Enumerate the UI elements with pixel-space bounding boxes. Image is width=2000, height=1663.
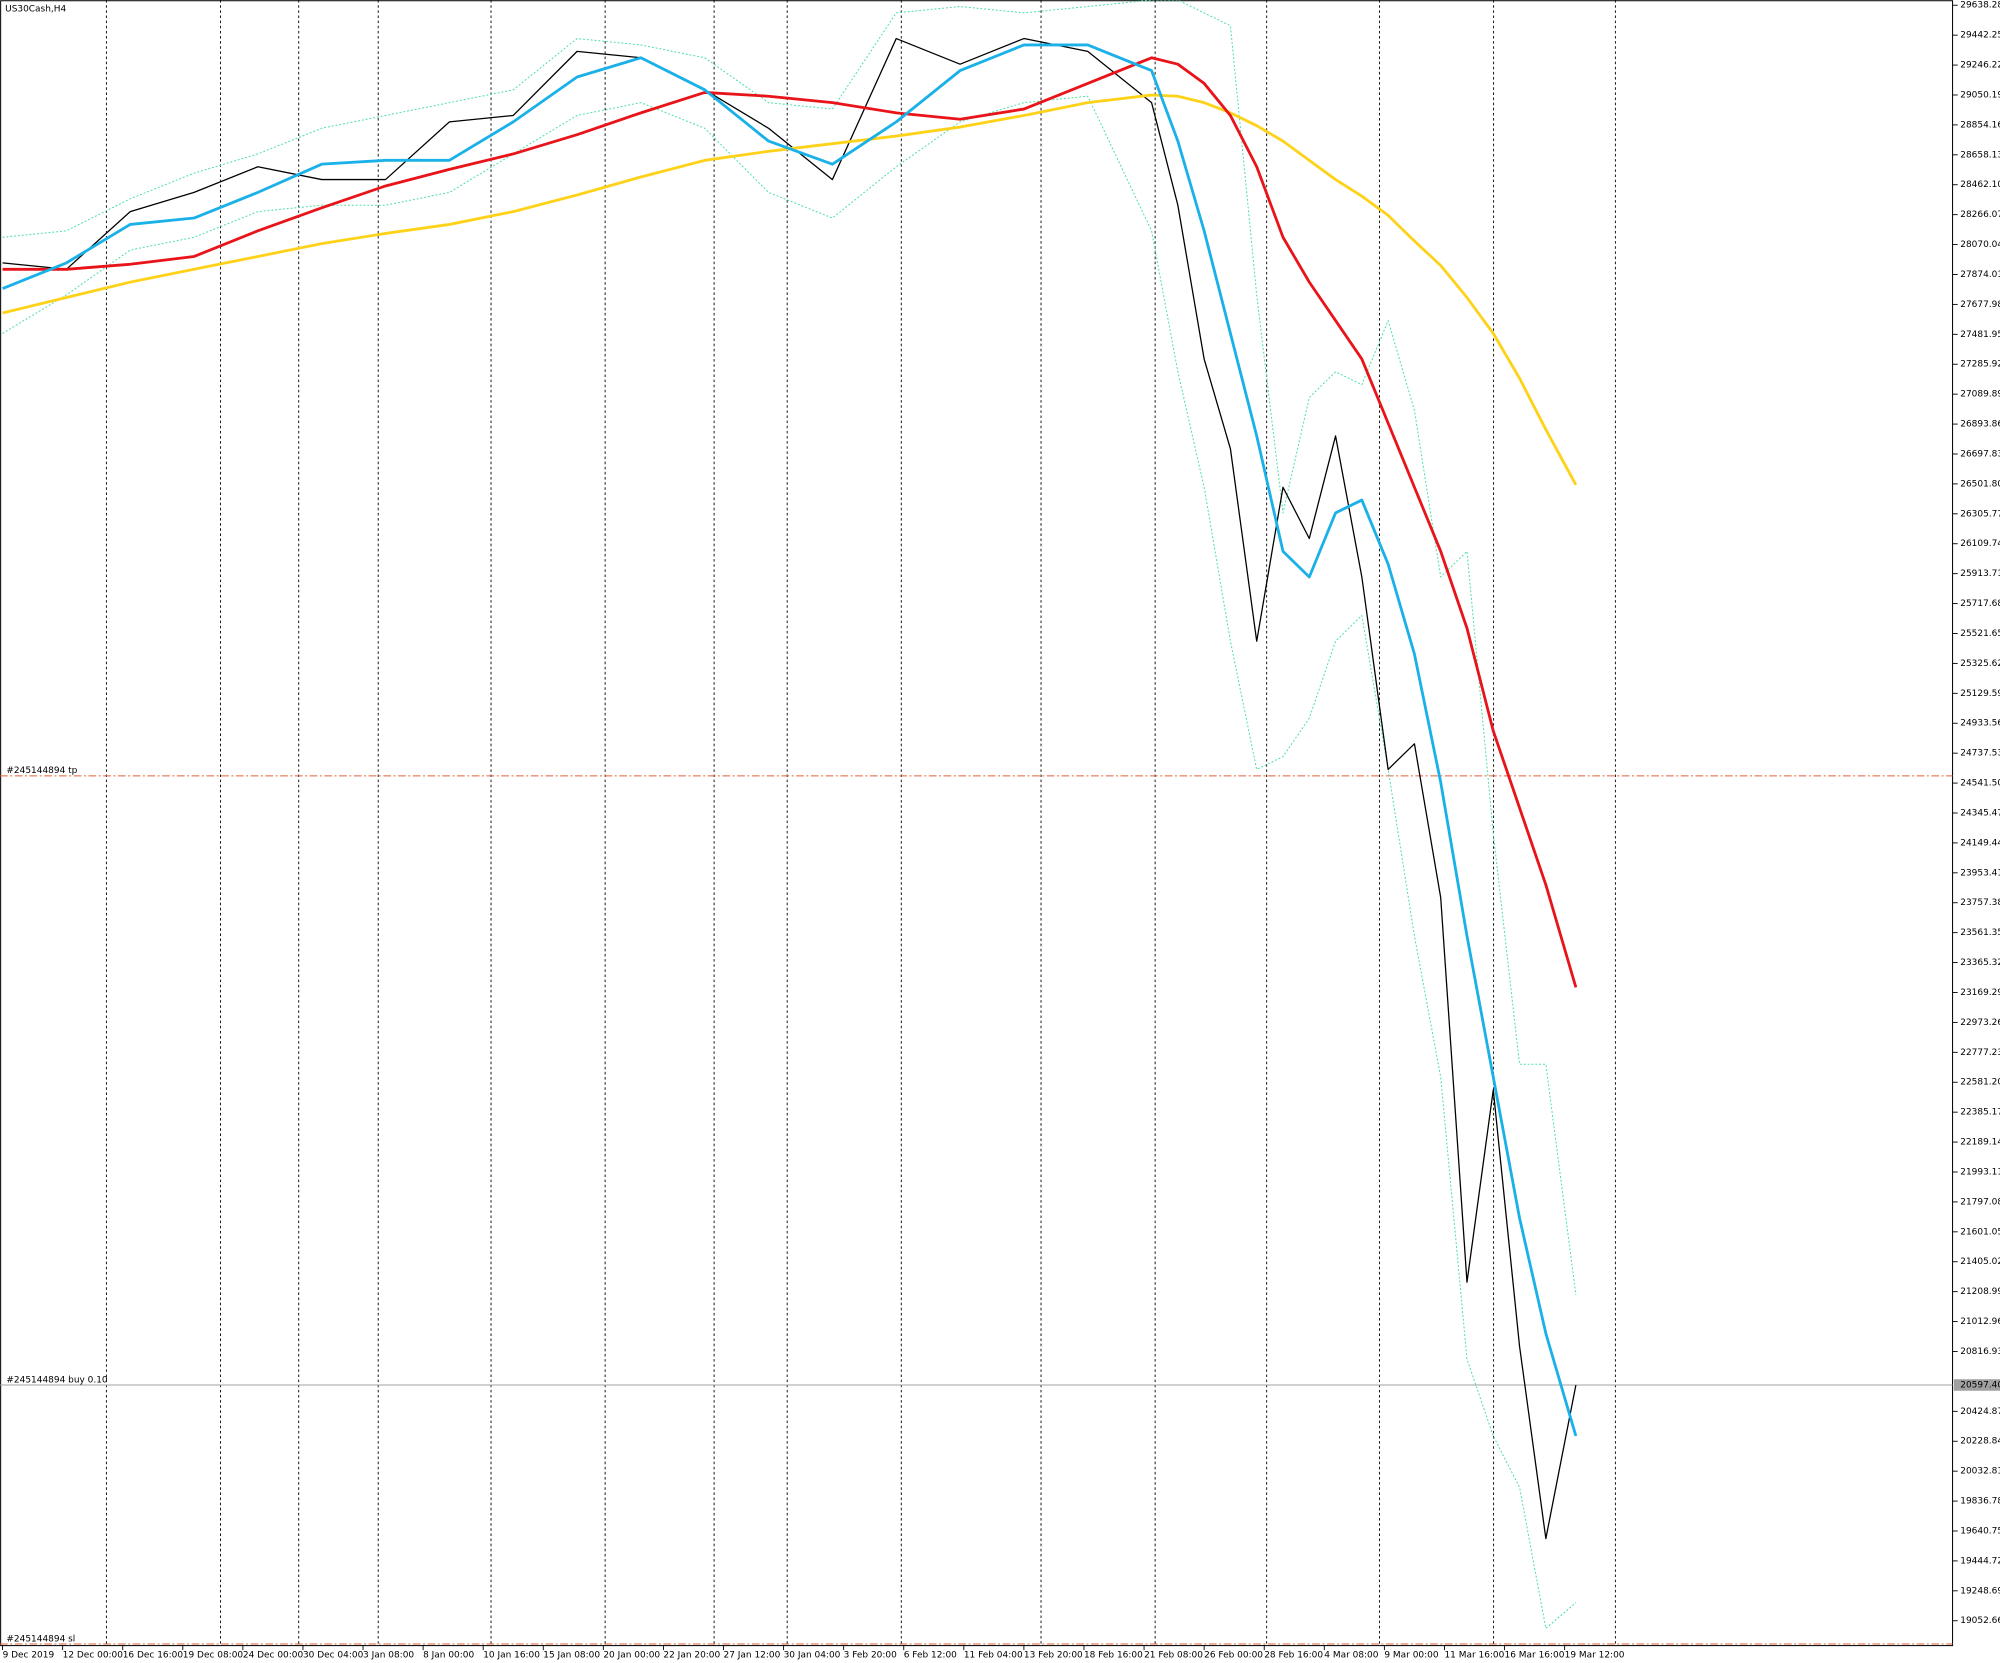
y-tick-label: 20424.87 xyxy=(1960,1407,2000,1417)
y-tick-label: 21797.08 xyxy=(1960,1197,2000,1207)
x-tick-label: 13 Feb 20:00 xyxy=(1024,1651,1083,1661)
plot-frame xyxy=(0,0,1954,1647)
x-tick-label: 8 Jan 00:00 xyxy=(423,1651,474,1661)
x-tick-label: 11 Mar 16:00 xyxy=(1444,1651,1504,1661)
y-tick-label: 25717.68 xyxy=(1960,599,2000,609)
y-tick-label: 29638.28 xyxy=(1960,1,2000,11)
x-tick-label: 16 Dec 16:00 xyxy=(123,1651,184,1661)
x-tick-label: 19 Mar 12:00 xyxy=(1565,1651,1625,1661)
y-tick-label: 22189.14 xyxy=(1960,1138,2000,1148)
y-tick-label: 27874.01 xyxy=(1960,270,2000,280)
period-separators xyxy=(105,0,1616,1645)
y-tick-label: 26697.83 xyxy=(1960,449,2000,459)
x-tick-label: 4 Mar 08:00 xyxy=(1324,1651,1378,1661)
x-tick-label: 19 Dec 08:00 xyxy=(183,1651,244,1661)
y-tick-label: 28070.04 xyxy=(1960,240,2000,250)
y-tick-label: 21601.05 xyxy=(1960,1227,2000,1237)
order-label: #245144894 tp xyxy=(6,766,77,776)
y-tick-label: 21993.11 xyxy=(1960,1167,2000,1177)
series-line xyxy=(2,37,1577,1540)
y-tick-label: 25325.62 xyxy=(1960,659,2000,669)
y-tick-label: 23953.41 xyxy=(1960,868,2000,878)
x-tick-label: 27 Jan 12:00 xyxy=(724,1651,781,1661)
y-tick-label: 19052.66 xyxy=(1960,1616,2000,1626)
y-tick-label: 20228.84 xyxy=(1960,1437,2000,1447)
y-tick-label: 19444.72 xyxy=(1960,1556,2000,1566)
y-tick-label: 23169.29 xyxy=(1960,988,2000,998)
x-tick-label: 10 Jan 16:00 xyxy=(483,1651,540,1661)
y-tick-label: 24149.44 xyxy=(1960,838,2000,848)
x-tick-label: 22 Jan 20:00 xyxy=(663,1651,720,1661)
y-tick-label: 20032.81 xyxy=(1960,1467,2000,1477)
y-tick-label: 19248.69 xyxy=(1960,1586,2000,1596)
series-line xyxy=(2,0,1577,1296)
y-tick-label: 28266.07 xyxy=(1960,210,2000,220)
x-tick-label: 26 Feb 00:00 xyxy=(1204,1651,1263,1661)
series-line xyxy=(2,56,1578,988)
x-tick-label: 28 Feb 16:00 xyxy=(1264,1651,1323,1661)
y-tick-label: 27481.95 xyxy=(1960,330,2000,340)
price-label-box xyxy=(1953,1379,2000,1391)
chart-title: US30Cash,H4 xyxy=(5,5,66,15)
y-tick-label: 24541.50 xyxy=(1960,779,2000,789)
x-tick-label: 30 Dec 04:00 xyxy=(303,1651,364,1661)
x-tick-label: 9 Dec 2019 xyxy=(3,1651,55,1661)
y-tick-label: 27285.92 xyxy=(1960,360,2000,370)
x-tick-label: 3 Feb 20:00 xyxy=(844,1651,897,1661)
x-tick-label: 3 Jan 08:00 xyxy=(363,1651,414,1661)
x-tick-label: 12 Dec 00:00 xyxy=(63,1651,124,1661)
order-label: #245144894 buy 0.10 xyxy=(6,1375,108,1385)
y-tick-label: 24737.53 xyxy=(1960,749,2000,759)
series-line xyxy=(2,95,1577,1629)
y-tick-label: 27677.98 xyxy=(1960,300,2000,310)
y-tick-label: 29442.25 xyxy=(1960,31,2000,41)
series-line xyxy=(2,93,1578,486)
y-tick-label: 22973.26 xyxy=(1960,1018,2000,1028)
y-tick-label: 28462.10 xyxy=(1960,180,2000,190)
price-label: 20597.40 xyxy=(1960,1380,2000,1390)
y-tick-label: 25129.59 xyxy=(1960,689,2000,699)
y-tick-label: 25521.65 xyxy=(1960,629,2000,639)
y-tick-label: 26893.86 xyxy=(1960,420,2000,430)
x-tick-label: 16 Mar 16:00 xyxy=(1505,1651,1565,1661)
y-tick-label: 21405.02 xyxy=(1960,1257,2000,1267)
y-tick-label: 21208.99 xyxy=(1960,1287,2000,1297)
order-label: #245144894 sl xyxy=(6,1634,75,1644)
y-tick-label: 22581.20 xyxy=(1960,1078,2000,1088)
y-tick-label: 26305.77 xyxy=(1960,509,2000,519)
y-tick-label: 19640.75 xyxy=(1960,1526,2000,1536)
y-tick-label: 29246.22 xyxy=(1960,61,2000,71)
y-tick-label: 24345.47 xyxy=(1960,808,2000,818)
y-tick-label: 23365.32 xyxy=(1960,958,2000,968)
x-tick-label: 18 Feb 16:00 xyxy=(1084,1651,1143,1661)
y-tick-label: 28658.13 xyxy=(1960,150,2000,160)
y-tick-label: 29050.19 xyxy=(1960,90,2000,100)
series-line xyxy=(2,43,1578,1437)
y-tick-label: 21012.96 xyxy=(1960,1317,2000,1327)
x-tick-label: 20 Jan 00:00 xyxy=(603,1651,660,1661)
y-tick-label: 28854.16 xyxy=(1960,120,2000,130)
y-tick-label: 27089.89 xyxy=(1960,390,2000,400)
y-tick-label: 22385.17 xyxy=(1960,1108,2000,1118)
y-tick-label: 23561.35 xyxy=(1960,928,2000,938)
x-tick-label: 9 Mar 00:00 xyxy=(1384,1651,1438,1661)
x-tick-label: 15 Jan 08:00 xyxy=(543,1651,600,1661)
y-tick-label: 24933.56 xyxy=(1960,719,2000,729)
y-tick-label: 20816.93 xyxy=(1960,1347,2000,1357)
x-tick-label: 21 Feb 08:00 xyxy=(1144,1651,1203,1661)
x-tick-label: 11 Feb 04:00 xyxy=(964,1651,1023,1661)
y-tick-label: 19836.78 xyxy=(1960,1497,2000,1507)
x-tick-label: 30 Jan 04:00 xyxy=(784,1651,841,1661)
x-tick-label: 24 Dec 00:00 xyxy=(243,1651,304,1661)
y-tick-label: 26109.74 xyxy=(1960,539,2000,549)
x-tick-label: 6 Feb 12:00 xyxy=(904,1651,957,1661)
y-tick-label: 23757.38 xyxy=(1960,898,2000,908)
y-tick-label: 22777.23 xyxy=(1960,1048,2000,1058)
y-tick-label: 26501.80 xyxy=(1960,479,2000,489)
y-tick-label: 25913.71 xyxy=(1960,569,2000,579)
